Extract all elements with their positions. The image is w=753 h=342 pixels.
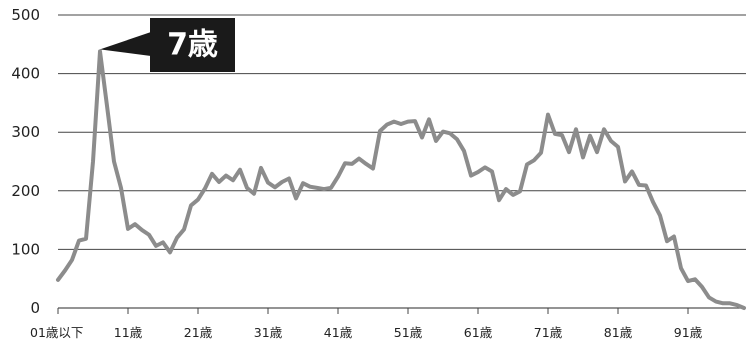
- y-tick-label: 200: [11, 182, 40, 200]
- x-tick-label: 31歳: [254, 325, 283, 340]
- y-tick-label: 400: [11, 65, 40, 83]
- x-tick-label: 91歳: [674, 325, 703, 340]
- peak-annotation: 7歳: [100, 18, 235, 72]
- x-tick-label: 71歳: [534, 325, 563, 340]
- y-tick-label: 100: [11, 240, 40, 258]
- x-tick-label: 11歳: [114, 325, 143, 340]
- x-tick-label: 51歳: [394, 325, 423, 340]
- x-tick-label: 21歳: [184, 325, 213, 340]
- x-tick-label: 81歳: [604, 325, 633, 340]
- x-axis-ticks: 01歳以下 11歳 21歳 31歳 41歳 51歳 61歳 71歳 81歳 91歳: [30, 308, 703, 340]
- series-group: [56, 49, 746, 310]
- x-tick-label: 01歳以下: [30, 325, 83, 340]
- y-tick-label: 500: [11, 6, 40, 24]
- callout-box: [150, 18, 235, 72]
- y-tick-label: 300: [11, 123, 40, 141]
- y-tick-label: 0: [30, 299, 40, 317]
- callout-label: 7歳: [167, 28, 218, 63]
- callout-pointer: [100, 32, 151, 56]
- x-tick-label: 61歳: [464, 325, 493, 340]
- series-line-0: [56, 49, 746, 310]
- x-tick-label: 41歳: [324, 325, 353, 340]
- y-axis-ticks: 500 400 300 200 100 0: [11, 6, 40, 317]
